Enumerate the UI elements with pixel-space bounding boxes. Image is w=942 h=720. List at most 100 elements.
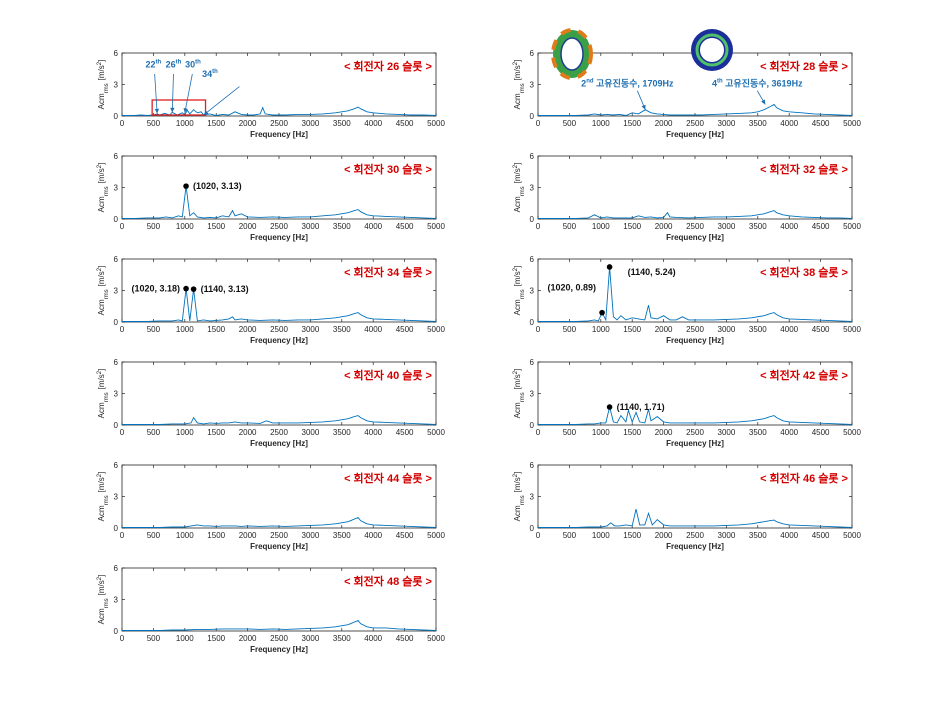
y-tick-label: 6 [114,152,119,161]
y-tick-label: 3 [530,81,535,90]
mode-shape-2nd-icon [551,28,593,80]
x-tick-label: 0 [536,222,541,231]
y-axis-label: Acmrms[m/s2] [513,266,526,316]
panel-title: < 회전자 30 슬롯 > [344,162,432,176]
x-tick-label: 3000 [302,325,320,334]
panel-title: < 회전자 48 슬롯 > [344,574,432,588]
x-tick-label: 0 [536,325,541,334]
x-tick-label: 2500 [686,119,704,128]
axes-box [537,258,853,323]
x-tick-label: 2500 [270,428,288,437]
x-tick-label: 5000 [427,531,445,540]
y-tick-label: 3 [114,596,119,605]
x-tick-label: 3000 [302,119,320,128]
y-axis-label: Acmrms[m/s2] [513,472,526,522]
x-axis-label: Frequency [Hz] [250,336,308,345]
mode-label: 4th 고유진동수, 3619Hz [712,78,803,89]
peak-label: (1140, 3.13) [201,284,249,294]
x-tick-label: 4000 [780,428,798,437]
x-tick-label: 5000 [843,325,861,334]
x-tick-label: 4500 [812,428,830,437]
chart-panel-8: 0 500 1000 1500 2000 2500 3000 3500 4000 4500 5000… [513,358,861,448]
peak-marker [183,285,189,292]
y-tick-label: 0 [114,112,119,121]
y-tick-label: 3 [114,184,119,193]
x-tick-label: 5000 [427,325,445,334]
x-tick-label: 5000 [427,634,445,643]
x-tick-label: 2500 [686,531,704,540]
y-tick-label: 3 [530,184,535,193]
x-tick-label: 3000 [302,531,320,540]
x-axis-label: Frequency [Hz] [250,645,308,654]
panel-title: < 회전자 42 슬롯 > [760,368,848,382]
x-tick-label: 3500 [333,119,351,128]
y-tick-label: 3 [530,493,535,502]
x-tick-label: 2500 [686,222,704,231]
x-tick-label: 3500 [749,428,767,437]
x-tick-label: 5000 [843,531,861,540]
x-tick-label: 1500 [623,325,641,334]
y-axis-label: Acmrms[m/s2] [97,266,110,316]
y-tick-label: 6 [114,49,119,58]
x-tick-label: 4500 [396,531,414,540]
y-axis-label: Acmrms[m/s2] [97,369,110,419]
x-tick-label: 5000 [843,428,861,437]
y-tick-label: 0 [114,627,119,636]
series-line [538,103,853,116]
x-tick-label: 3500 [333,222,351,231]
peak-marker [606,404,613,410]
x-tick-label: 1500 [207,325,225,334]
x-tick-label: 5000 [427,428,445,437]
harmonic-label: 22th [146,60,162,70]
y-tick-label: 6 [114,461,119,470]
y-axis-label: Acmrms[m/s2] [97,575,110,625]
axes-box [537,361,853,426]
mode-arrowhead [761,99,766,105]
panel-title: < 회전자 46 슬롯 > [760,471,848,485]
y-tick-label: 6 [114,564,119,573]
y-tick-label: 6 [530,152,535,161]
x-tick-label: 2000 [655,325,673,334]
x-tick-label: 4000 [780,531,798,540]
panel-title: < 회전자 26 슬롯 > [344,59,432,73]
x-tick-label: 1500 [207,531,225,540]
peak-label: (1020, 3.13) [193,181,242,191]
harmonic-label: 26th [166,60,182,70]
x-tick-label: 4500 [812,325,830,334]
x-axis-label: Frequency [Hz] [666,233,724,242]
x-tick-label: 4500 [396,325,414,334]
panel-title: < 회전자 44 슬롯 > [344,471,432,485]
x-tick-label: 2000 [655,428,673,437]
x-tick-label: 1500 [207,119,225,128]
harmonic-label: 30th [185,60,201,70]
x-tick-label: 4500 [812,531,830,540]
x-tick-label: 4500 [396,119,414,128]
x-tick-label: 2500 [270,531,288,540]
x-tick-label: 500 [563,325,577,334]
x-tick-label: 4000 [364,634,382,643]
axes-box [537,155,853,220]
x-tick-label: 500 [147,634,161,643]
highlight-box [151,99,207,116]
x-tick-label: 4500 [396,222,414,231]
peak-marker [599,309,605,316]
x-tick-label: 0 [120,325,125,334]
x-axis-label: Frequency [Hz] [250,233,308,242]
x-tick-label: 0 [120,634,125,643]
x-tick-label: 500 [147,325,161,334]
y-tick-label: 0 [530,524,535,533]
x-tick-label: 1000 [176,325,194,334]
x-tick-label: 4000 [364,222,382,231]
harmonic-arrow [154,73,158,114]
axes-box [121,52,437,117]
x-tick-label: 4000 [364,531,382,540]
x-tick-label: 2000 [239,531,257,540]
y-tick-label: 0 [114,421,119,430]
x-tick-label: 3000 [718,325,736,334]
x-axis-label: Frequency [Hz] [250,542,308,551]
x-tick-label: 4000 [364,119,382,128]
x-tick-label: 2000 [655,119,673,128]
x-tick-label: 500 [147,222,161,231]
x-tick-label: 2000 [655,222,673,231]
